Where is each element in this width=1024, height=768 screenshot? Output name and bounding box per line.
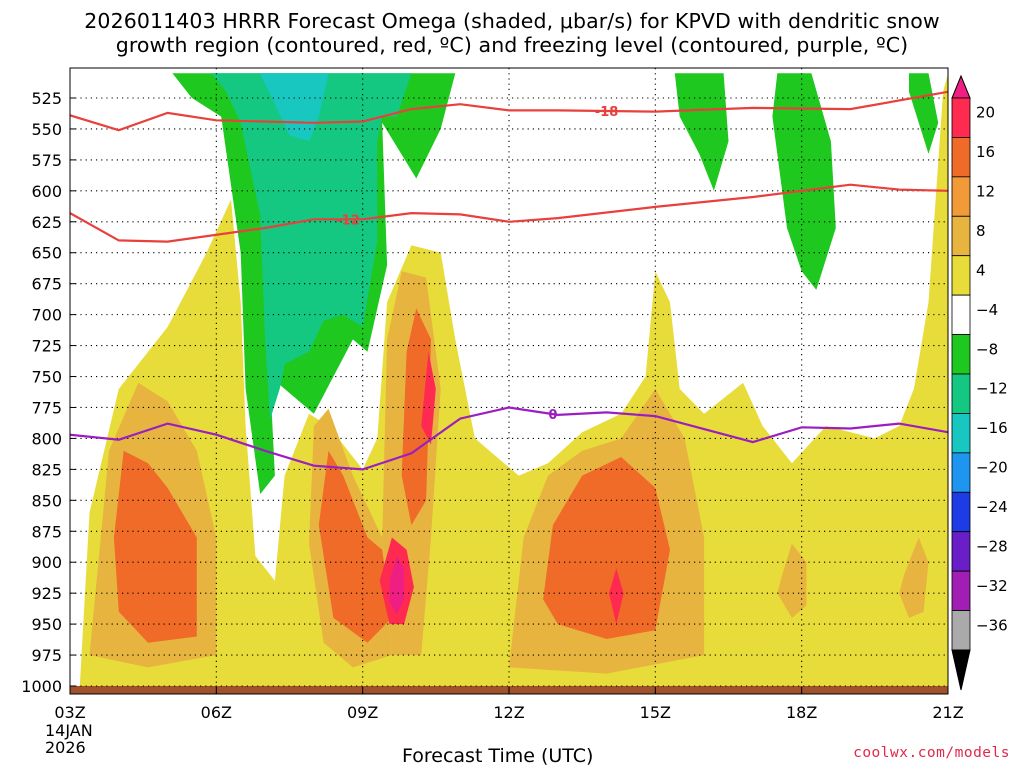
colorbar-swatch-4 xyxy=(951,255,971,296)
y-tick-label-850: 850 xyxy=(31,491,62,510)
colorbar-swatch-10 xyxy=(951,491,971,533)
date-label-day: 14JAN xyxy=(45,721,93,740)
y-tick-label-950: 950 xyxy=(31,615,62,634)
shade-region-3-1 xyxy=(421,351,436,445)
colorbar-label-2: 12 xyxy=(976,183,995,201)
y-tick-label-550: 550 xyxy=(31,120,62,139)
shade-region-3-2 xyxy=(609,568,624,625)
x-tick-label-03Z: 03Z xyxy=(54,703,85,722)
colorbar-swatch-12 xyxy=(951,570,971,611)
colorbar-swatch-9 xyxy=(951,452,971,493)
colorbar-label-6: −8 xyxy=(976,340,998,358)
x-tick-label-12Z: 12Z xyxy=(493,703,524,722)
colorbar-swatch-11 xyxy=(951,531,971,572)
colorbar-label-3: 8 xyxy=(976,222,986,240)
x-tick-label-09Z: 09Z xyxy=(347,703,378,722)
colorbar-label-1: 16 xyxy=(976,143,995,161)
y-tick-label-725: 725 xyxy=(31,337,62,356)
x-axis-title: Forecast Time (UTC) xyxy=(402,745,594,767)
x-tick-label-21Z: 21Z xyxy=(932,703,963,722)
shade-region-0-0 xyxy=(79,73,948,686)
y-tick-label-650: 650 xyxy=(31,244,62,263)
colorbar-swatch-7 xyxy=(951,373,971,414)
x-tick-label-15Z: 15Z xyxy=(640,703,671,722)
y-tick-label-575: 575 xyxy=(31,151,62,170)
colorbar-swatch-1 xyxy=(951,137,971,178)
temperature-contours: -18 -12 0 xyxy=(70,90,948,471)
y-tick-label-1000: 1000 xyxy=(21,677,62,696)
shade-region-4-0 xyxy=(389,556,405,615)
y-tick-label-700: 700 xyxy=(31,306,62,325)
colorbar-label-9: −20 xyxy=(976,459,1008,477)
y-tick-label-625: 625 xyxy=(31,213,62,232)
shade-region-7-0 xyxy=(260,73,329,142)
colorbar-label-4: 4 xyxy=(976,261,986,279)
colorbar-bottom-arrow xyxy=(951,649,971,691)
chart-title-line1: 2026011403 HRRR Forecast Omega (shaded, … xyxy=(84,9,940,33)
y-tick-label-750: 750 xyxy=(31,368,62,387)
shade-region-2-0 xyxy=(113,450,197,643)
shade-region-5-1 xyxy=(674,73,729,191)
contour-line--12 xyxy=(70,183,948,243)
colorbar-swatch-8 xyxy=(951,413,971,454)
colorbar-label-10: −24 xyxy=(976,498,1008,516)
colorbar-label-8: −16 xyxy=(976,419,1008,437)
shade-region-5-3 xyxy=(909,73,939,154)
colorbar-label-12: −32 xyxy=(976,577,1008,595)
colorbar-swatch-13 xyxy=(951,610,971,651)
colorbar-label-5: −4 xyxy=(976,301,998,319)
colorbar-swatch-0 xyxy=(951,97,971,138)
y-tick-label-975: 975 xyxy=(31,646,62,665)
colorbar-swatch-2 xyxy=(951,176,971,217)
contour-label--18: -18 xyxy=(595,105,619,120)
shade-region-2-2 xyxy=(401,308,431,526)
y-tick-label-925: 925 xyxy=(31,584,62,603)
y-tick-label-525: 525 xyxy=(31,89,62,108)
colorbar-swatch-5 xyxy=(951,294,971,335)
colorbar-label-11: −28 xyxy=(976,537,1008,555)
colorbar: 20 16 12 8 4 −4 −8 −12 −16 −20 −24 −28 −32 −36 xyxy=(951,74,1008,691)
y-axis: 525 550 575 600 625 650 675 700 725 750 775 800 825 8… xyxy=(21,89,76,696)
shade-region-5-2 xyxy=(772,73,836,290)
colorbar-label-7: −12 xyxy=(976,380,1008,398)
y-tick-label-800: 800 xyxy=(31,429,62,448)
colorbar-swatch-3 xyxy=(951,215,971,257)
shade-region-2-1 xyxy=(318,450,392,643)
y-tick-label-675: 675 xyxy=(31,275,62,294)
contour-line-0 xyxy=(70,406,948,471)
colorbar-top-arrow xyxy=(951,74,971,99)
y-tick-label-875: 875 xyxy=(31,522,62,541)
grid-lines xyxy=(70,68,948,694)
x-tick-label-18Z: 18Z xyxy=(786,703,817,722)
x-tick-label-06Z: 06Z xyxy=(201,703,232,722)
shade-region-1-5 xyxy=(899,537,929,618)
colorbar-swatch-6 xyxy=(951,334,971,375)
chart-title-line2: growth region (contoured, red, ºC) and f… xyxy=(115,33,909,57)
y-tick-label-825: 825 xyxy=(31,460,62,479)
y-tick-label-775: 775 xyxy=(31,398,62,417)
contour-label--12: -12 xyxy=(336,213,360,228)
x-axis: 03Z 06Z 09Z 12Z 15Z 18Z 21Z xyxy=(54,688,964,722)
credit-text: coolwx.com/models xyxy=(853,745,1010,761)
y-tick-label-600: 600 xyxy=(31,182,62,201)
y-tick-label-900: 900 xyxy=(31,553,62,572)
contour-line--18 xyxy=(70,90,948,132)
contour-label-0: 0 xyxy=(548,408,557,423)
date-label-year: 2026 xyxy=(45,738,86,757)
colorbar-label-0: 20 xyxy=(976,104,995,122)
colorbar-label-13: −36 xyxy=(976,616,1008,634)
